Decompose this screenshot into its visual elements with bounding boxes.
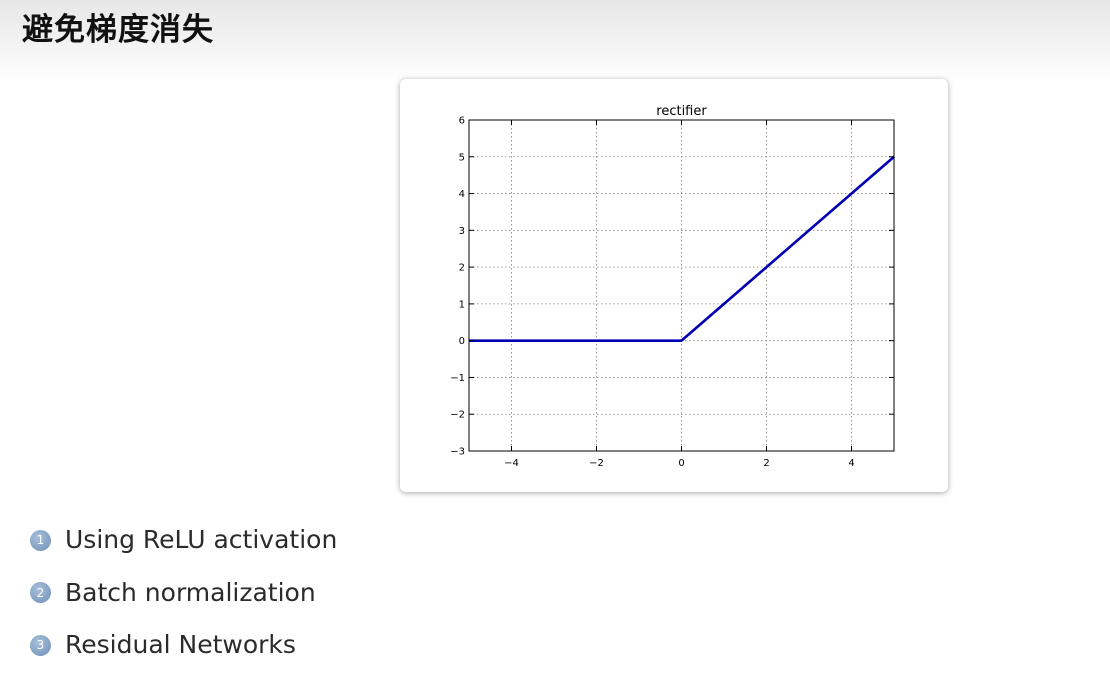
list-item: 3 Residual Networks xyxy=(30,627,337,663)
x-tick-label: 2 xyxy=(763,458,769,469)
rectifier-chart: −4 −2 0 2 4 −3 −2 −1 0 1 2 3 4 5 6 rectifier xyxy=(450,104,895,469)
y-tick-label: 0 xyxy=(459,336,465,347)
figure-card: −4 −2 0 2 4 −3 −2 −1 0 1 2 3 4 5 6 rectifier xyxy=(400,79,948,492)
chart-title: rectifier xyxy=(656,104,707,119)
relu-line xyxy=(469,155,895,342)
y-tick-label: −3 xyxy=(450,447,465,458)
chart-ticks: −4 −2 0 2 4 −3 −2 −1 0 1 2 3 4 5 6 xyxy=(450,116,894,469)
bullet-number-badge: 3 xyxy=(30,634,51,656)
slide-title: 避免梯度消失 xyxy=(22,12,214,48)
bullet-text: Using ReLU activation xyxy=(65,525,338,554)
y-tick-label: −1 xyxy=(450,373,465,384)
y-tick-label: 5 xyxy=(459,152,465,163)
y-tick-label: 2 xyxy=(459,263,465,274)
slide-header: 避免梯度消失 xyxy=(0,0,1110,82)
list-item: 1 Using ReLU activation xyxy=(30,522,337,558)
x-tick-label: 0 xyxy=(678,458,684,469)
bullet-text: Residual Networks xyxy=(65,630,296,659)
y-tick-label: 1 xyxy=(459,299,465,310)
list-item: 2 Batch normalization xyxy=(30,575,337,611)
y-tick-label: −2 xyxy=(450,410,465,421)
bullet-list: 1 Using ReLU activation 2 Batch normaliz… xyxy=(30,522,337,680)
x-tick-label: −2 xyxy=(589,458,604,469)
chart-grid xyxy=(469,120,894,451)
x-tick-label: −4 xyxy=(504,458,519,469)
y-tick-label: 4 xyxy=(459,189,465,200)
bullet-number-badge: 1 xyxy=(30,529,51,551)
y-tick-label: 3 xyxy=(459,226,465,237)
chart-series xyxy=(469,155,895,342)
bullet-number-badge: 2 xyxy=(30,582,51,603)
bullet-text: Batch normalization xyxy=(65,577,316,607)
x-tick-label: 4 xyxy=(848,458,854,469)
y-tick-label: 6 xyxy=(459,116,465,127)
